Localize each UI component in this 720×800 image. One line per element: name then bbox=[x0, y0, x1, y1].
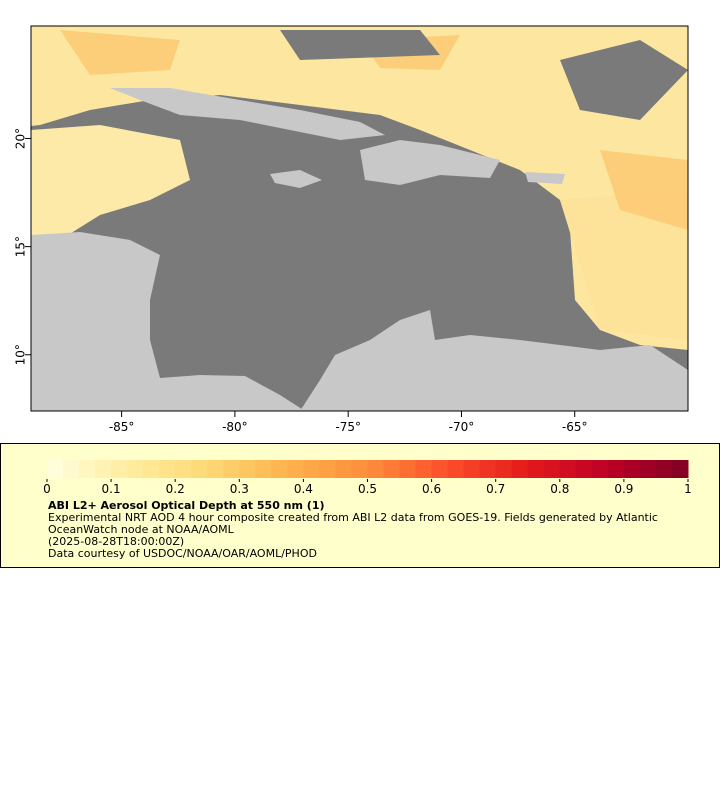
colorbar-tick-label: 0.9 bbox=[614, 482, 633, 496]
colorbar-step bbox=[63, 460, 80, 478]
colorbar-step bbox=[527, 460, 545, 478]
colorbar-step bbox=[399, 460, 417, 478]
colorbar-step bbox=[143, 460, 160, 478]
colorbar-step bbox=[431, 460, 449, 478]
colorbar-step bbox=[543, 460, 561, 478]
colorbar-step bbox=[559, 460, 577, 478]
colorbar-step bbox=[591, 460, 609, 478]
colorbar-step bbox=[335, 460, 352, 478]
map-frame bbox=[30, 25, 689, 412]
colorbar-step bbox=[223, 460, 240, 478]
colorbar-step bbox=[415, 460, 433, 478]
colorbar-step bbox=[607, 460, 625, 478]
map-image bbox=[31, 26, 688, 411]
colorbar-step bbox=[639, 460, 657, 478]
colorbar-tick-label: 0.1 bbox=[102, 482, 121, 496]
colorbar-step bbox=[159, 460, 176, 478]
colorbar-step bbox=[511, 460, 529, 478]
colorbar-step bbox=[175, 460, 192, 478]
x-tick-label: -75° bbox=[335, 420, 361, 434]
colorbar-tick-label: 0.3 bbox=[230, 482, 249, 496]
colorbar-step bbox=[623, 460, 641, 478]
colorbar-step bbox=[671, 460, 689, 478]
colorbar-step bbox=[79, 460, 96, 478]
colorbar-step bbox=[463, 460, 481, 478]
y-tick-label: 10° bbox=[14, 344, 28, 365]
legend-title: ABI L2+ Aerosol Optical Depth at 550 nm … bbox=[48, 499, 325, 512]
colorbar-tick-label: 0.6 bbox=[422, 482, 441, 496]
colorbar-step bbox=[47, 460, 64, 478]
colorbar-step bbox=[287, 460, 304, 478]
x-tick-label: -70° bbox=[449, 420, 475, 434]
colorbar-tick-label: 1 bbox=[684, 482, 692, 496]
colorbar-tick-label: 0.4 bbox=[294, 482, 313, 496]
colorbar-tick-label: 0 bbox=[43, 482, 51, 496]
colorbar-step bbox=[207, 460, 224, 478]
x-tick-label: -80° bbox=[222, 420, 248, 434]
y-tick-label: 15° bbox=[14, 236, 28, 257]
colorbar-step bbox=[191, 460, 208, 478]
colorbar-tick-label: 0.8 bbox=[550, 482, 569, 496]
colorbar-step bbox=[303, 460, 320, 478]
colorbar-step bbox=[495, 460, 513, 478]
colorbar-tick-label: 0.7 bbox=[486, 482, 505, 496]
x-tick-label: -85° bbox=[109, 420, 135, 434]
colorbar-step bbox=[95, 460, 112, 478]
colorbar-step bbox=[271, 460, 288, 478]
colorbar-step bbox=[111, 460, 128, 478]
colorbar-step bbox=[655, 460, 673, 478]
legend-line: Experimental NRT AOD 4 hour composite cr… bbox=[48, 511, 658, 536]
colorbar-tick-label: 0.2 bbox=[166, 482, 185, 496]
colorbar-step bbox=[351, 460, 368, 478]
colorbar-step bbox=[447, 460, 465, 478]
colorbar-step bbox=[239, 460, 256, 478]
y-tick-label: 20° bbox=[14, 128, 28, 149]
legend-line: (2025-08-28T18:00:00Z) bbox=[48, 535, 185, 548]
colorbar-step bbox=[575, 460, 593, 478]
colorbar-step bbox=[367, 460, 385, 478]
colorbar-step bbox=[383, 460, 401, 478]
colorbar-step bbox=[255, 460, 272, 478]
x-tick-label: -65° bbox=[562, 420, 588, 434]
colorbar-step bbox=[319, 460, 336, 478]
colorbar-step bbox=[127, 460, 144, 478]
legend-text: ABI L2+ Aerosol Optical Depth at 550 nm … bbox=[48, 500, 688, 560]
legend-line: Data courtesy of USDOC/NOAA/OAR/AOML/PHO… bbox=[48, 547, 317, 560]
colorbar-tick-label: 0.5 bbox=[358, 482, 377, 496]
colorbar-step bbox=[479, 460, 497, 478]
